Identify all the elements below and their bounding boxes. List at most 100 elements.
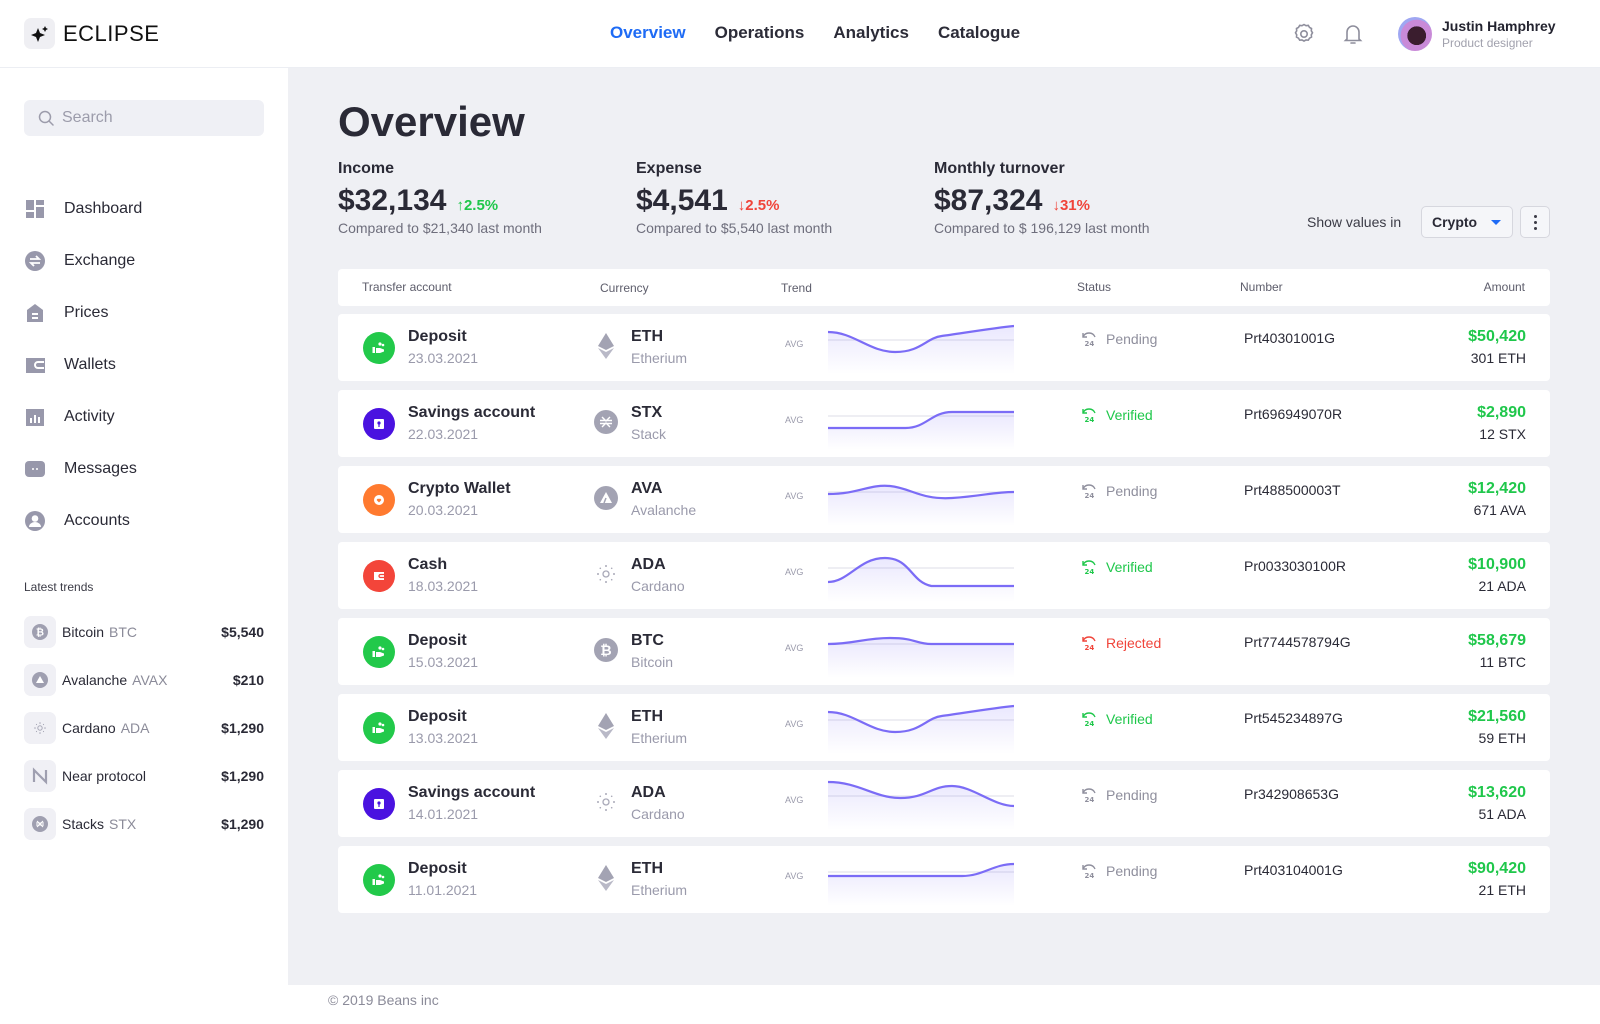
trend-item-avalanche[interactable]: Avalanche AVAX $210 — [24, 656, 264, 704]
column-header[interactable]: Status — [1077, 280, 1112, 294]
stat-monthly-turnover: Monthly turnover $87,324 ↓31% Compared t… — [934, 160, 1150, 236]
currency-name: Etherium — [631, 882, 688, 898]
bell-icon[interactable] — [1341, 22, 1365, 46]
transfer-date: 18.03.2021 — [408, 578, 479, 594]
table-row[interactable]: Savings account 14.01.2021 ADA Cardano AVG 24… — [338, 770, 1550, 837]
main-nav: Overview Operations Analytics Catalogue — [610, 23, 1020, 43]
status-badge: 24 Verified — [1080, 406, 1153, 424]
nav-catalogue[interactable]: Catalogue — [937, 23, 1021, 42]
sidebar-item-prices[interactable]: Prices — [24, 287, 142, 339]
account-type-icon — [363, 864, 395, 896]
nav-analytics[interactable]: Analytics — [833, 23, 909, 42]
svg-text:₿: ₿ — [36, 627, 44, 639]
status-badge: 24 Rejected — [1080, 634, 1161, 652]
sidebar-item-exchange[interactable]: Exchange — [24, 235, 142, 287]
message-icon — [25, 461, 45, 477]
svg-text:24: 24 — [1085, 644, 1095, 652]
amount-usd: $58,679 — [1468, 632, 1526, 649]
currency-display-select[interactable]: Crypto — [1421, 206, 1513, 238]
account-name: Cash — [408, 556, 448, 573]
trend-item-cardano[interactable]: Cardano ADA $1,290 — [24, 704, 264, 752]
wallet-heart-icon — [374, 495, 384, 505]
trend-sparkline — [828, 324, 1014, 374]
nav-overview[interactable]: Overview — [610, 23, 686, 42]
sidebar-item-messages[interactable]: Messages — [24, 443, 142, 495]
stacks-icon — [594, 410, 618, 434]
column-header[interactable]: Transfer account — [362, 280, 452, 294]
column-header[interactable]: Currency — [600, 281, 649, 295]
sidebar-item-label: Dashboard — [64, 200, 143, 217]
deposit-hand-icon — [372, 342, 385, 353]
account-type-icon — [363, 484, 395, 516]
transfer-date: 22.03.2021 — [408, 426, 479, 442]
amount-crypto: 21 ADA — [1478, 578, 1526, 594]
user-profile[interactable]: Justin Hamphrey Product designer — [1398, 17, 1556, 51]
column-header[interactable]: Amount — [1483, 280, 1525, 294]
trend-item-bitcoin[interactable]: ₿ Bitcoin BTC $5,540 — [24, 608, 264, 656]
column-header[interactable]: Trend — [781, 281, 812, 295]
deposit-hand-icon — [372, 874, 385, 885]
sidebar-item-label: Activity — [64, 408, 115, 425]
currency-icon — [594, 713, 618, 739]
amount-usd: $2,890 — [1477, 404, 1526, 421]
account-type-icon — [363, 560, 395, 592]
nav-operations[interactable]: Operations — [714, 23, 805, 42]
account-type-icon — [363, 408, 395, 440]
sidebar-item-activity[interactable]: Activity — [24, 391, 142, 443]
avalanche-icon — [32, 672, 48, 688]
column-header[interactable]: Number — [1240, 280, 1283, 294]
app-name: ECLIPSE — [63, 20, 160, 46]
cardano-icon — [597, 565, 615, 583]
latest-trends-list: ₿ Bitcoin BTC $5,540 Avalanche AVAX $210… — [24, 608, 264, 848]
table-row[interactable]: Deposit 23.03.2021 ETH Etherium AVG 24 Pending… — [338, 314, 1550, 381]
trend-value: $5,540 — [221, 624, 264, 640]
table-header: Transfer account Currency Trend Status N… — [338, 269, 1550, 306]
delta-down: ↓2.5% — [737, 197, 780, 214]
trend-sparkline — [828, 704, 1014, 754]
avg-label: AVG — [785, 719, 804, 729]
currency-icon — [594, 562, 618, 586]
amount-crypto: 21 ETH — [1478, 882, 1526, 898]
currency-icon: ₿ — [594, 638, 618, 662]
sidebar-item-accounts[interactable]: Accounts — [24, 495, 142, 547]
table-row[interactable]: Savings account 22.03.2021 STX Stack AVG 24 Ve… — [338, 390, 1550, 457]
footer: © 2019 Beans inc — [288, 985, 1600, 1024]
avatar — [1398, 17, 1432, 51]
account-type-icon — [363, 636, 395, 668]
deposit-hand-icon — [372, 646, 385, 657]
account-name: Deposit — [408, 632, 467, 649]
amount-usd: $21,560 — [1468, 708, 1526, 725]
table-row[interactable]: Deposit 11.01.2021 ETH Etherium AVG 24 Pending… — [338, 846, 1550, 913]
more-options-button[interactable] — [1520, 206, 1550, 238]
transfer-date: 15.03.2021 — [408, 654, 479, 670]
cash-wallet-icon — [374, 572, 384, 580]
transaction-number: Prt7744578794G — [1244, 634, 1351, 650]
table-row[interactable]: Deposit 13.03.2021 ETH Etherium AVG 24 Verifie… — [338, 694, 1550, 761]
svg-text:₿: ₿ — [600, 643, 611, 659]
logo[interactable]: ECLIPSE — [24, 18, 159, 49]
sidebar: Search Dashboard Exchange Prices Wallets… — [0, 68, 288, 1024]
trend-item-stacks[interactable]: Stacks STX $1,290 — [24, 800, 264, 848]
trend-item-near[interactable]: Near protocol $1,290 — [24, 752, 264, 800]
sidebar-item-dashboard[interactable]: Dashboard — [24, 183, 142, 235]
avg-label: AVG — [785, 339, 804, 349]
24h-refresh-icon: 24 — [1082, 332, 1096, 348]
search-input[interactable]: Search — [24, 100, 264, 136]
arrow-down-icon: ↓ — [737, 197, 746, 214]
transaction-number: Pr342908653G — [1244, 786, 1339, 802]
amount-crypto: 671 AVA — [1473, 502, 1526, 518]
gear-icon[interactable] — [1292, 22, 1316, 46]
table-row[interactable]: Deposit 15.03.2021 ₿ BTC Bitcoin AVG 24 Rejecte… — [338, 618, 1550, 685]
table-row[interactable]: Crypto Wallet 20.03.2021 AVA Avalanche AVG 24… — [338, 466, 1550, 533]
sidebar-item-wallets[interactable]: Wallets — [24, 339, 142, 391]
account-type-icon — [363, 332, 395, 364]
transaction-number: Prt696949070R — [1244, 406, 1343, 422]
transaction-number: Pr0033030100R — [1244, 558, 1346, 574]
arrow-down-icon: ↓ — [1052, 197, 1060, 214]
trend-value: $210 — [232, 672, 264, 688]
table-row[interactable]: Cash 18.03.2021 ADA Cardano AVG 24 Verified Pr0… — [338, 542, 1550, 609]
currency-icon — [594, 410, 618, 434]
transaction-number: Prt403104001G — [1244, 862, 1343, 878]
currency-code: ETH — [631, 328, 663, 345]
24h-refresh-icon: 24 — [1082, 484, 1096, 500]
